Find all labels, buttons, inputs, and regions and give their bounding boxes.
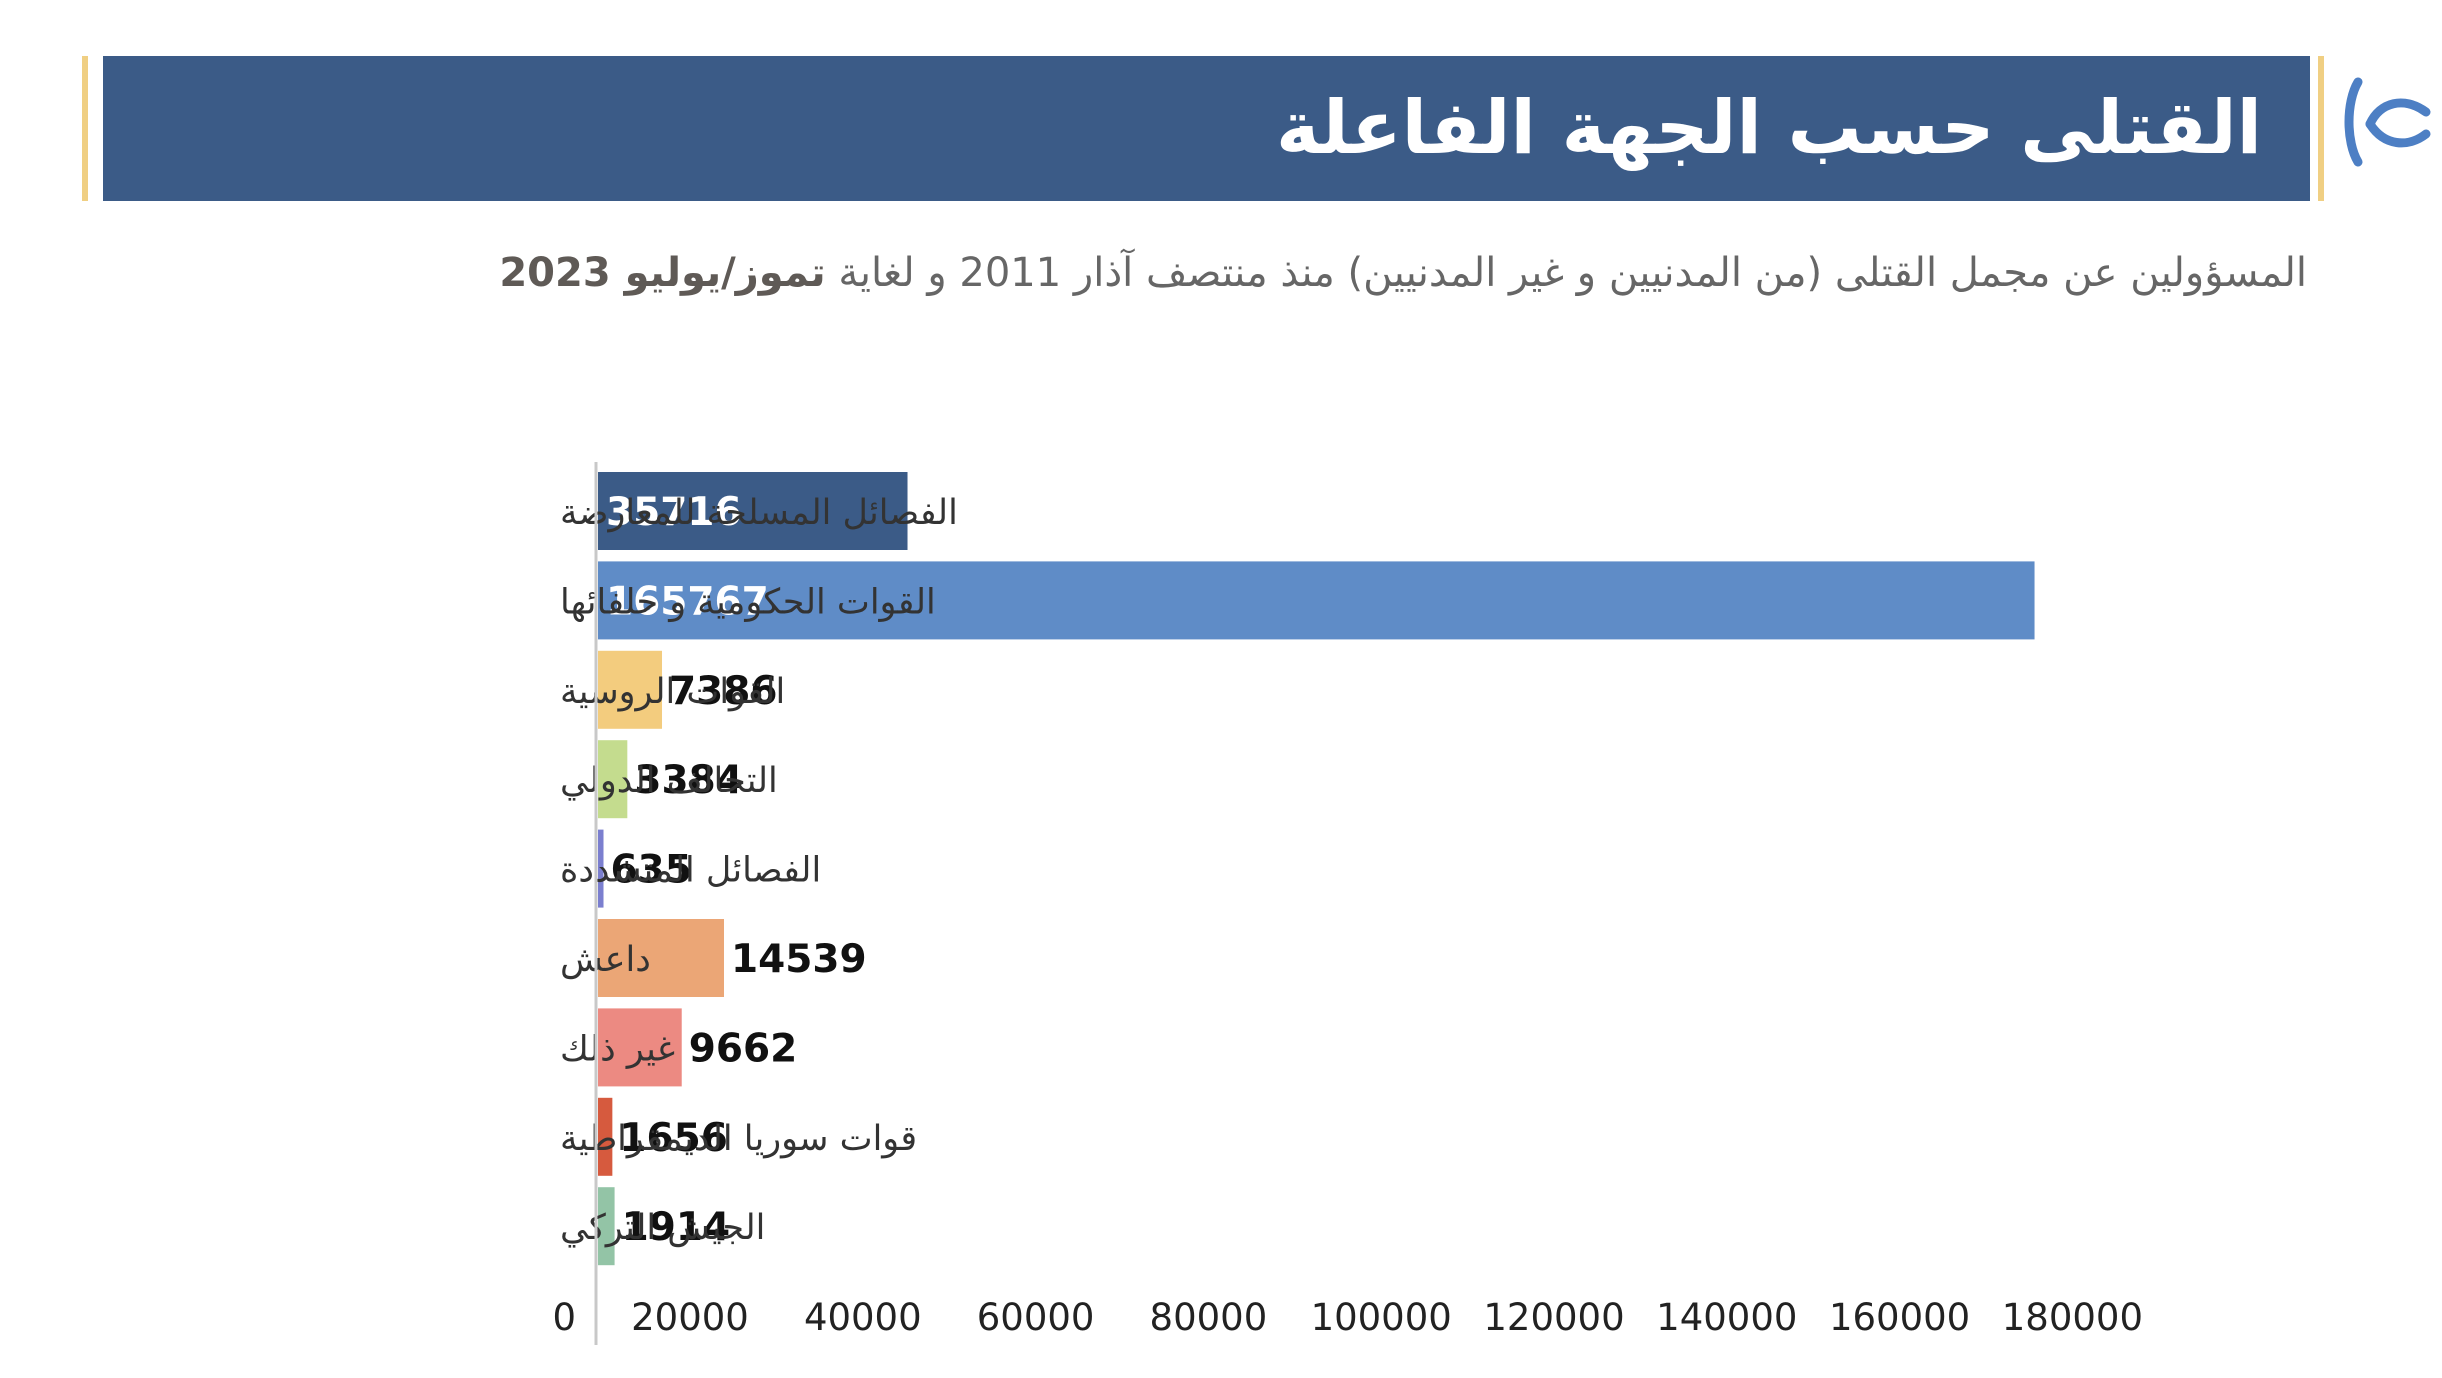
x-tick-label: 40000 [804, 1296, 922, 1339]
category-label: غير ذلك [560, 1029, 675, 1069]
data-label: 35716 [606, 490, 742, 535]
category-label: الفصائل المسلحة للمعارضة [560, 493, 958, 533]
data-label: 3384 [634, 758, 743, 803]
category-labels-group: الفصائل المسلحة للمعارضة القوات الحكومية … [560, 493, 958, 1248]
data-label: 635 [611, 848, 692, 893]
bar [598, 740, 628, 819]
x-tick-label: 100000 [1311, 1296, 1452, 1339]
category-label: الجيش التركي [560, 1208, 765, 1248]
x-tick-label: 180000 [2002, 1296, 2143, 1339]
bars-group [598, 472, 2035, 1266]
x-tick-label: 160000 [1829, 1296, 1970, 1339]
category-label: قوات سوريا الديمقراطية [560, 1119, 917, 1159]
category-label: الفصائل المتشددة [560, 851, 821, 891]
data-label: 1656 [619, 1116, 728, 1161]
bar [598, 472, 908, 550]
x-tick-label: 80000 [1150, 1296, 1268, 1339]
data-label: 165767 [606, 579, 769, 624]
subtitle-date: تموز/يوليو 2023 [499, 250, 826, 296]
x-tick-label: 140000 [1656, 1296, 1797, 1339]
right-accent-line [2318, 56, 2324, 201]
bar [598, 650, 663, 729]
chart-subtitle: المسؤولين عن مجمل القتلى (من المدنيين و … [499, 250, 2307, 296]
left-accent-line [82, 56, 88, 201]
x-axis-ticks-group: 0 20000 40000 60000 80000 100000 120000 140000 1… [552, 1296, 2143, 1339]
category-label: التحالف الدولي [560, 761, 778, 801]
bar [598, 561, 2035, 640]
page-title: القتلى حسب الجهة الفاعلة [1276, 85, 2262, 171]
bar [598, 1187, 615, 1266]
x-tick-label: 60000 [977, 1296, 1095, 1339]
x-tick-label: 0 [552, 1296, 576, 1339]
bar [598, 1008, 682, 1087]
x-tick-label: 120000 [1483, 1296, 1624, 1339]
x-tick-label: 20000 [631, 1296, 749, 1339]
category-label: داعش [560, 940, 651, 980]
value-labels-group: 35716 165767 7386 3384 635 14539 9662 1656 1914 [606, 490, 867, 1250]
bar [598, 829, 604, 908]
data-label: 9662 [689, 1026, 798, 1071]
data-label: 14539 [731, 937, 867, 982]
data-label: 1914 [622, 1205, 731, 1250]
bar [598, 1097, 613, 1176]
title-banner: القتلى حسب الجهة الفاعلة [103, 56, 2310, 201]
brand-logo-icon [2344, 77, 2431, 167]
category-label: القوات الحكومية و حلفائها [560, 582, 936, 622]
subtitle-main: المسؤولين عن مجمل القتلى (من المدنيين و … [838, 250, 2307, 296]
category-label: القوات الروسية [560, 672, 785, 712]
bar [598, 919, 724, 997]
data-label: 7386 [669, 669, 778, 714]
